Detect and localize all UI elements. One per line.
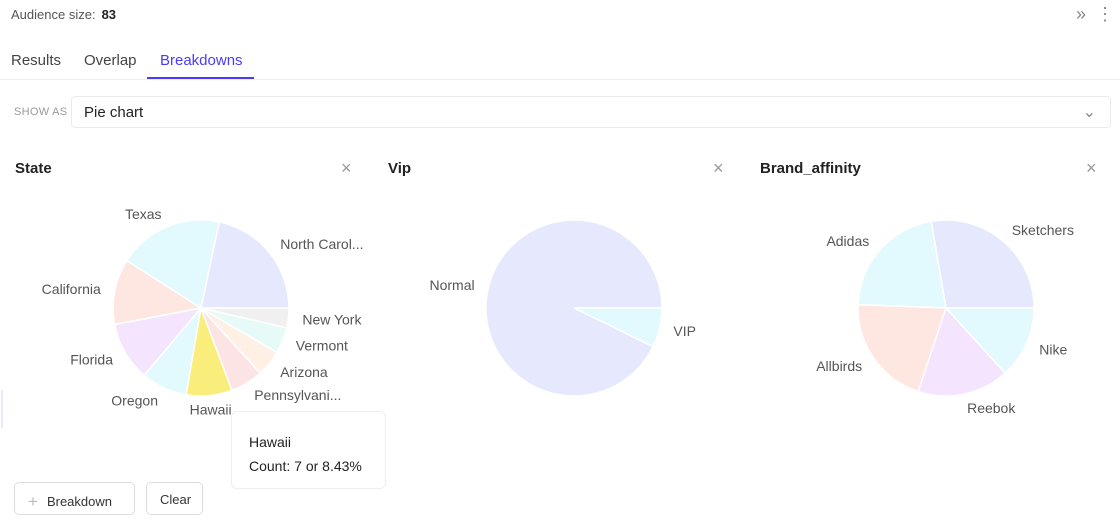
panel-title-brand-affinity: Brand_affinity <box>760 160 861 177</box>
show-as-value: Pie chart <box>84 104 144 121</box>
tab-overlap[interactable]: Overlap <box>84 52 137 69</box>
resize-handle[interactable] <box>1 390 3 428</box>
tooltip-title: Hawaii <box>249 434 292 450</box>
pie-label: Pennsylvani... <box>254 387 341 403</box>
pie-label: Allbirds <box>816 358 862 374</box>
close-icon[interactable]: × <box>713 158 724 178</box>
clear-button[interactable]: Clear <box>146 482 203 515</box>
tooltip: Hawaii Count: 7 or 8.43% <box>231 411 386 489</box>
pie-slice-nike[interactable] <box>944 307 1035 375</box>
pie-label: Arizona <box>280 364 328 380</box>
show-as-select[interactable]: Pie chart ⌄ <box>71 96 1111 128</box>
pie-label: Florida <box>70 352 113 368</box>
panel-title-vip: Vip <box>388 160 412 177</box>
pie-label: New York <box>302 312 362 328</box>
pie-label: Vermont <box>296 338 348 354</box>
pie-label: California <box>42 281 101 297</box>
pie-label: Adidas <box>826 233 869 249</box>
clear-label: Clear <box>160 492 192 507</box>
pie-slice-vip[interactable] <box>573 307 663 348</box>
pie-label: VIP <box>673 323 696 339</box>
chevron-down-icon: ⌄ <box>1082 104 1096 121</box>
audience-size: Audience size: 83 <box>11 7 116 22</box>
pie-label: Hawaii <box>190 402 232 418</box>
pie-slice-texas[interactable] <box>125 219 221 310</box>
pie-label: North Carol... <box>280 236 363 252</box>
tab-bar: Results Overlap Breakdowns <box>0 44 1120 80</box>
tab-breakdowns[interactable]: Breakdowns <box>160 52 243 69</box>
tooltip-text: Count: 7 or 8.43% <box>249 458 362 474</box>
pie-label: Normal <box>429 277 474 293</box>
pie-label: Nike <box>1039 341 1067 357</box>
active-tab-indicator <box>147 77 254 79</box>
close-icon[interactable]: × <box>1086 158 1097 178</box>
pie-slice-north-carol-[interactable] <box>200 221 290 309</box>
tab-results[interactable]: Results <box>11 52 62 69</box>
audience-label: Audience size: <box>11 7 96 22</box>
plus-icon: + <box>28 492 38 511</box>
pie-slice-new-york[interactable] <box>200 307 290 329</box>
pie-label: Reebok <box>967 400 1016 416</box>
pie-slice-sketchers[interactable] <box>930 219 1035 309</box>
pie-label: Oregon <box>111 392 158 408</box>
panel-title-state: State <box>15 160 52 177</box>
more-vertical-icon[interactable]: ⋮ <box>1096 4 1114 24</box>
add-breakdown-button[interactable]: + Breakdown <box>14 482 135 515</box>
double-chevron-right-icon[interactable]: » <box>1075 4 1086 24</box>
pie-label: Sketchers <box>1012 222 1074 238</box>
pie-slice-allbirds[interactable] <box>857 303 948 393</box>
pie-slice-adidas[interactable] <box>857 220 947 309</box>
pie-label: Texas <box>125 206 162 222</box>
pie-slice-reebok[interactable] <box>917 306 1007 397</box>
add-breakdown-label: Breakdown <box>46 494 112 509</box>
pie-slice-california[interactable] <box>112 259 203 326</box>
close-icon[interactable]: × <box>341 158 352 178</box>
audience-value: 83 <box>101 7 117 22</box>
show-as-label: SHOW AS <box>14 106 68 118</box>
